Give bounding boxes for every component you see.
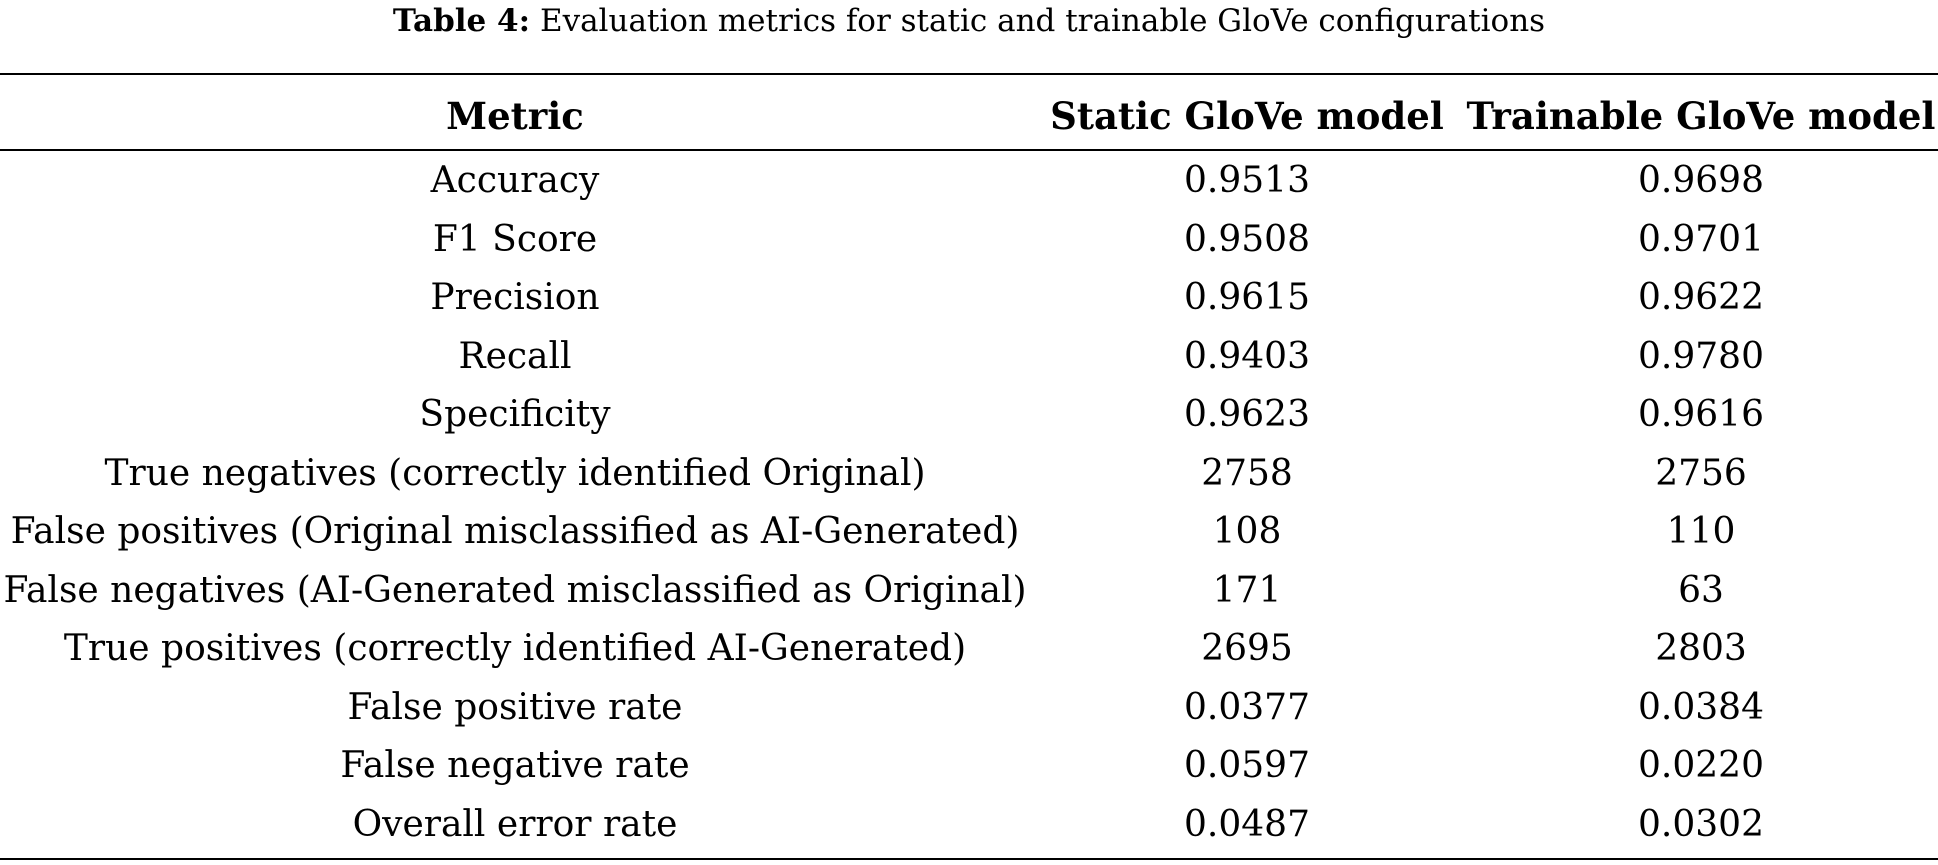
table-row: False positives (Original misclassified … <box>0 503 1938 562</box>
table-row: Specificity 0.9623 0.9616 <box>0 386 1938 445</box>
metrics-table: Metric Static GloVe model Trainable GloV… <box>0 84 1938 854</box>
static-value: 2758 <box>1201 452 1293 494</box>
static-value: 0.9403 <box>1184 335 1310 377</box>
table-row: Recall 0.9403 0.9780 <box>0 328 1938 387</box>
header-metric: Metric <box>446 94 584 138</box>
header-trainable-glove: Trainable GloVe model <box>1466 94 1936 138</box>
table-row: True positives (correctly identified AI-… <box>0 620 1938 679</box>
table-caption-text: Evaluation metrics for static and traina… <box>539 3 1546 39</box>
static-value: 108 <box>1212 511 1282 552</box>
static-value: 2695 <box>1201 628 1293 669</box>
metric-name: False negatives (AI-Generated misclassif… <box>3 569 1027 611</box>
trainable-value: 0.9616 <box>1638 394 1764 435</box>
table-top-rule <box>0 73 1938 75</box>
table-row: False positive rate 0.0377 0.0384 <box>0 679 1938 738</box>
trainable-value: 2803 <box>1655 628 1747 669</box>
trainable-value: 0.9701 <box>1638 218 1764 260</box>
table-row: F1 Score 0.9508 0.9701 <box>0 211 1938 270</box>
metric-name: Recall <box>458 335 572 377</box>
metric-name: Accuracy <box>430 160 600 201</box>
table-header-rule <box>0 149 1938 151</box>
trainable-value: 0.9780 <box>1638 335 1764 377</box>
static-value: 0.0597 <box>1184 745 1310 786</box>
metric-name: False negative rate <box>340 745 690 786</box>
static-value: 0.0377 <box>1184 686 1310 728</box>
trainable-value: 0.9622 <box>1638 277 1764 318</box>
metric-name: Specificity <box>419 394 611 435</box>
trainable-value: 0.0384 <box>1638 686 1764 728</box>
table-bottom-rule <box>0 858 1938 860</box>
static-value: 0.9615 <box>1184 277 1310 318</box>
trainable-value: 0.0302 <box>1638 803 1764 845</box>
table-row: True negatives (correctly identified Ori… <box>0 445 1938 504</box>
table-caption: Table 4: Evaluation metrics for static a… <box>0 0 1938 46</box>
trainable-value: 2756 <box>1655 452 1747 494</box>
metric-name: False positive rate <box>347 686 683 728</box>
metric-name: False positives (Original misclassified … <box>10 511 1020 552</box>
table-row: Overall error rate 0.0487 0.0302 <box>0 796 1938 855</box>
static-value: 0.9623 <box>1184 394 1310 435</box>
metric-name: Precision <box>430 277 600 318</box>
table-row: Accuracy 0.9513 0.9698 <box>0 148 1938 211</box>
table-row: Precision 0.9615 0.9622 <box>0 269 1938 328</box>
table-row: False negative rate 0.0597 0.0220 <box>0 737 1938 796</box>
table-row: False negatives (AI-Generated misclassif… <box>0 562 1938 621</box>
table-header-row: Metric Static GloVe model Trainable GloV… <box>0 84 1938 148</box>
static-value: 0.9513 <box>1184 160 1310 201</box>
static-value: 0.0487 <box>1184 803 1310 845</box>
static-value: 0.9508 <box>1184 218 1310 260</box>
static-value: 171 <box>1212 569 1282 611</box>
trainable-value: 0.9698 <box>1638 160 1764 201</box>
metric-name: F1 Score <box>432 218 598 260</box>
metric-name: True positives (correctly identified AI-… <box>63 628 967 669</box>
header-static-glove: Static GloVe model <box>1050 94 1444 138</box>
table-caption-label: Table 4: <box>392 3 531 39</box>
metric-name: Overall error rate <box>352 803 678 845</box>
trainable-value: 63 <box>1678 569 1724 611</box>
trainable-value: 0.0220 <box>1638 745 1764 786</box>
metric-name: True negatives (correctly identified Ori… <box>104 452 926 494</box>
trainable-value: 110 <box>1666 511 1736 552</box>
